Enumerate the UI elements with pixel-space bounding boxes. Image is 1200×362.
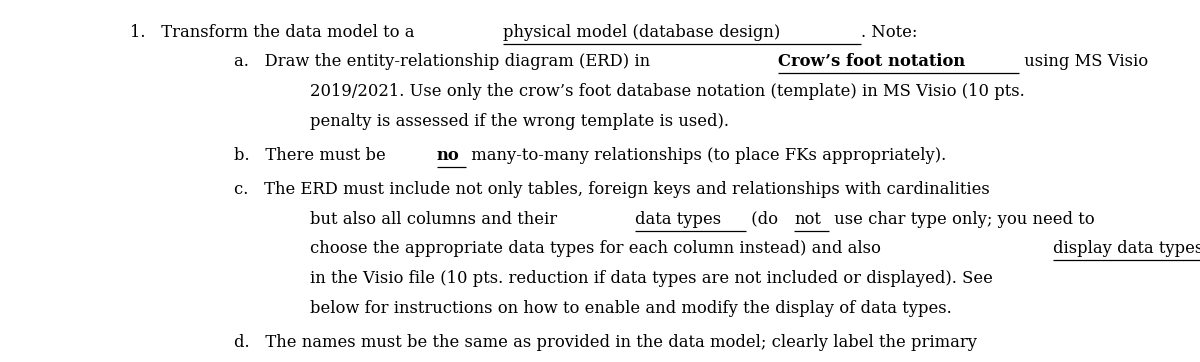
Text: (do: (do xyxy=(746,211,784,228)
Text: 1.   Transform the data model to a: 1. Transform the data model to a xyxy=(130,24,419,41)
Text: display data types: display data types xyxy=(1052,240,1200,257)
Text: choose the appropriate data types for each column instead) and also: choose the appropriate data types for ea… xyxy=(310,240,886,257)
Text: but also all columns and their: but also all columns and their xyxy=(310,211,562,228)
Text: in the Visio file (10 pts. reduction if data types are not included or displayed: in the Visio file (10 pts. reduction if … xyxy=(310,270,992,287)
Text: physical model (database design): physical model (database design) xyxy=(504,24,781,41)
Text: 2019/2021. Use only the crow’s foot database notation (template) in MS Visio (10: 2019/2021. Use only the crow’s foot data… xyxy=(310,83,1025,100)
Text: d.   The names must be the same as provided in the data model; clearly label the: d. The names must be the same as provide… xyxy=(234,334,977,351)
Text: penalty is assessed if the wrong template is used).: penalty is assessed if the wrong templat… xyxy=(310,113,728,130)
Text: . Note:: . Note: xyxy=(862,24,918,41)
Text: data types: data types xyxy=(635,211,721,228)
Text: Crow’s foot notation: Crow’s foot notation xyxy=(778,53,965,70)
Text: many-to-many relationships (to place FKs appropriately).: many-to-many relationships (to place FKs… xyxy=(466,147,946,164)
Text: not: not xyxy=(794,211,821,228)
Text: no: no xyxy=(437,147,460,164)
Text: a.   Draw the entity-relationship diagram (ERD) in: a. Draw the entity-relationship diagram … xyxy=(234,53,655,70)
Text: using MS Visio: using MS Visio xyxy=(1019,53,1148,70)
Text: c.   The ERD must include not only tables, foreign keys and relationships with c: c. The ERD must include not only tables,… xyxy=(234,181,990,198)
Text: use char type only; you need to: use char type only; you need to xyxy=(829,211,1094,228)
Text: below for instructions on how to enable and modify the display of data types.: below for instructions on how to enable … xyxy=(310,300,952,317)
Text: b.   There must be: b. There must be xyxy=(234,147,391,164)
